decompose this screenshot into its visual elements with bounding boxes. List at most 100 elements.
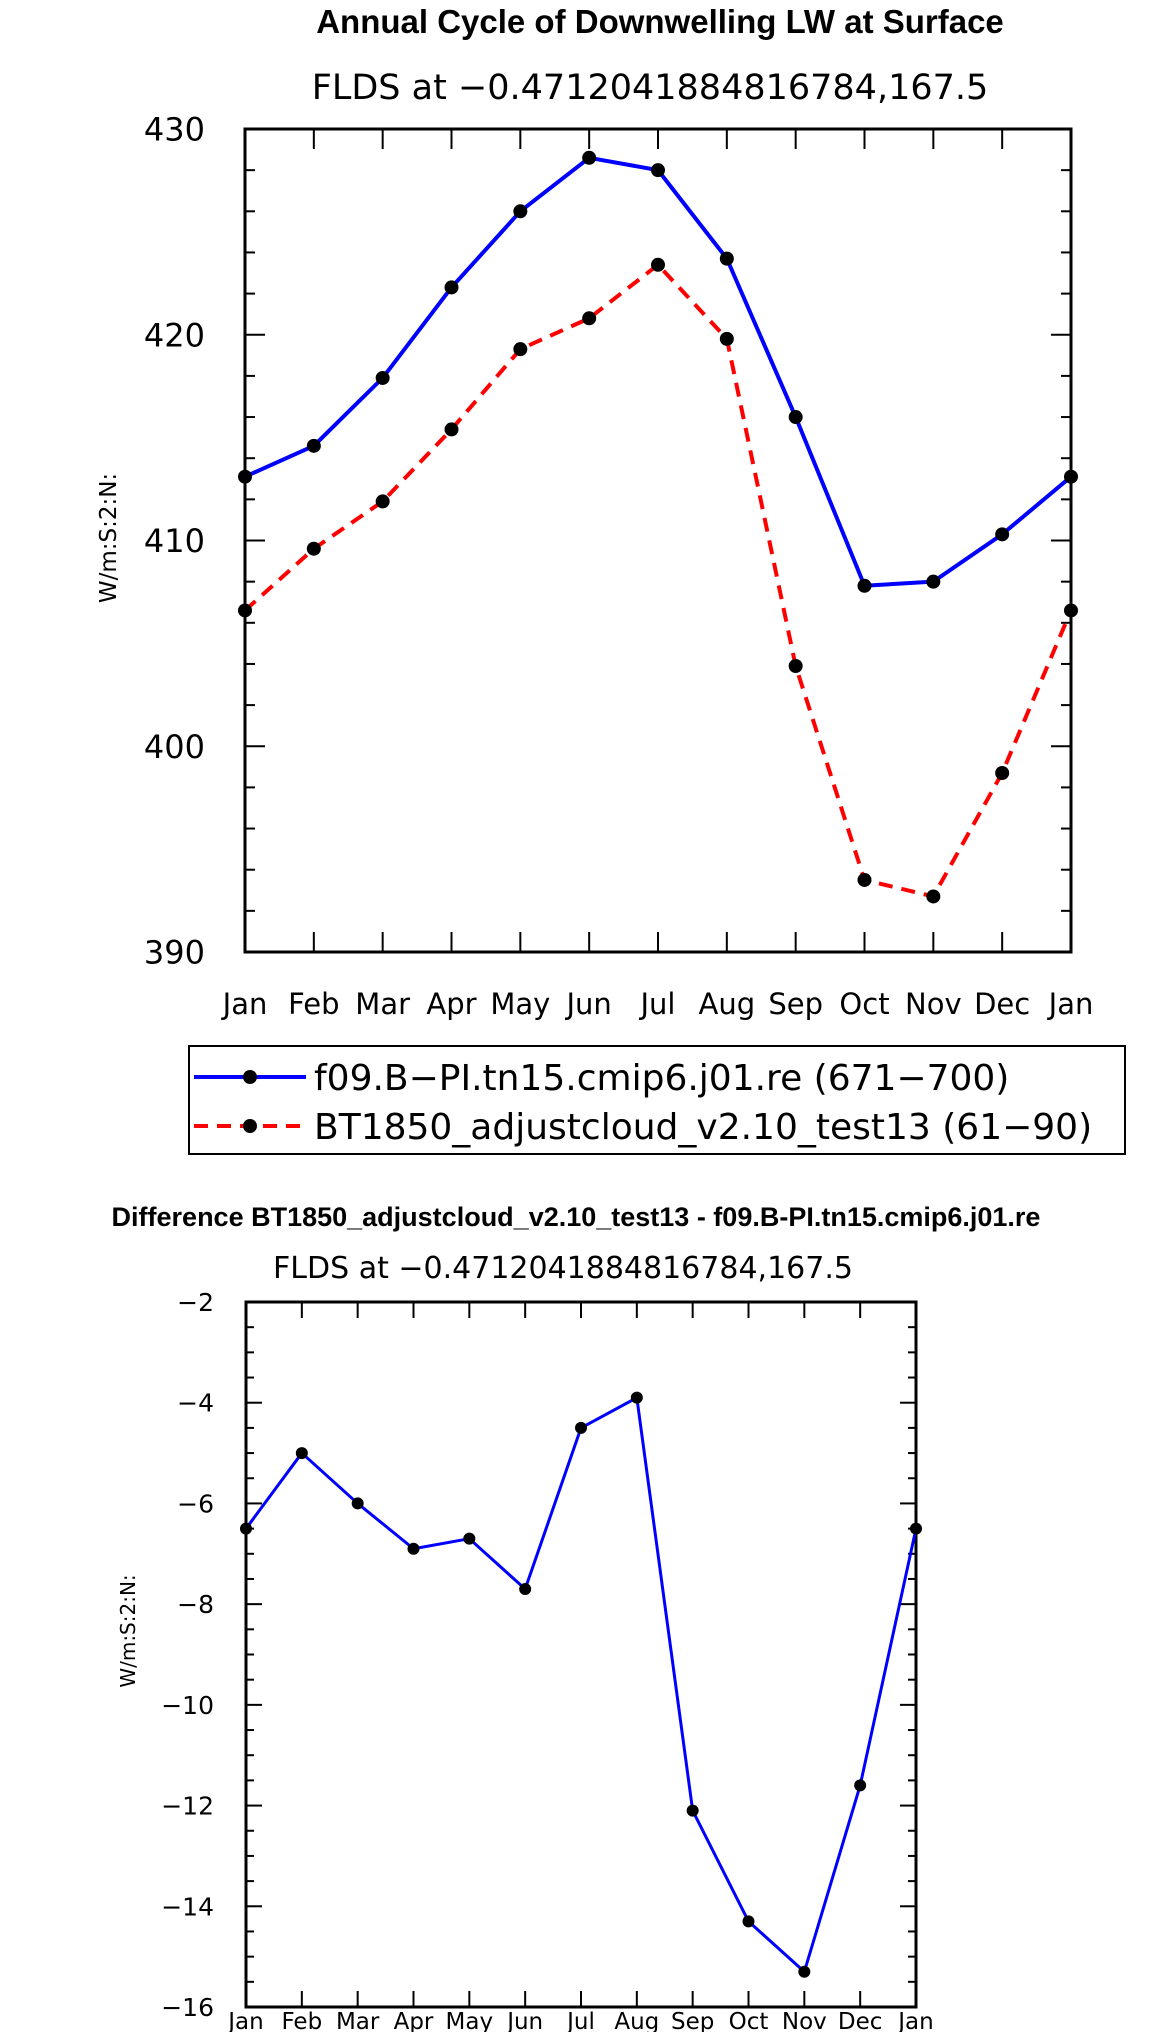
top-series-1-point bbox=[1064, 603, 1078, 618]
top-x-tick-label: Apr bbox=[426, 987, 476, 1021]
top-series-0-point bbox=[857, 578, 872, 593]
top-series-1-point bbox=[582, 311, 597, 326]
top-series-1-point bbox=[238, 603, 252, 618]
bottom-series-0-point bbox=[519, 1583, 532, 1596]
bottom-y-tick-label: −2 bbox=[177, 1288, 214, 1317]
legend-label-blue: f09.B−PI.tn15.cmip6.j01.re (671−700) bbox=[314, 1058, 1009, 1099]
bottom-series-0-point bbox=[630, 1391, 643, 1404]
bottom-series-0-point bbox=[686, 1804, 699, 1817]
bottom-chart-title: Difference BT1850_adjustcloud_v2.10_test… bbox=[112, 1202, 1041, 1232]
top-chart-x-tick-labels: Jan Feb Mar Apr May Jun Jul Aug Sep Oct Nov Dec Jan bbox=[221, 987, 1094, 1021]
bottom-series-0-point bbox=[240, 1522, 252, 1535]
bottom-x-tick-label: Dec bbox=[838, 2009, 883, 2032]
bottom-chart-y-tick-labels: −16 −14 −12 −10 −8 −6 −4 −2 bbox=[161, 1288, 214, 2022]
bottom-y-tick-label: −14 bbox=[161, 1892, 214, 1921]
bottom-y-tick-label: −16 bbox=[161, 1993, 214, 2022]
bottom-x-tick-label: Jun bbox=[505, 2009, 543, 2032]
top-series-line-0 bbox=[244, 155, 1073, 588]
bottom-x-tick-label: Oct bbox=[729, 2009, 769, 2032]
top-chart-y-tick-labels: 390 400 410 420 430 bbox=[144, 111, 205, 972]
top-chart: Annual Cycle of Downwelling LW at Surfac… bbox=[96, 3, 1093, 1021]
top-y-tick-label: 420 bbox=[144, 316, 205, 354]
legend-box bbox=[188, 1045, 1126, 1155]
top-x-tick-label: Nov bbox=[905, 987, 962, 1021]
top-series-0-point bbox=[926, 574, 941, 589]
top-x-tick-label: Jul bbox=[639, 987, 676, 1021]
bottom-y-tick-label: −8 bbox=[177, 1590, 214, 1619]
top-series-1-point bbox=[651, 257, 665, 272]
bottom-series-0-point bbox=[295, 1447, 308, 1460]
top-series-1-point bbox=[444, 422, 459, 437]
legend-marker-blue bbox=[243, 1070, 257, 1084]
top-y-tick-label: 400 bbox=[144, 728, 205, 766]
top-series-0-point bbox=[1064, 469, 1078, 484]
top-x-tick-label: Dec bbox=[974, 987, 1030, 1021]
bottom-series-line-0 bbox=[244, 1396, 918, 1974]
top-y-tick-label: 430 bbox=[144, 111, 205, 149]
bottom-series-0-point bbox=[742, 1915, 755, 1928]
bottom-series-0-point bbox=[575, 1421, 587, 1434]
bottom-x-tick-label: Mar bbox=[336, 2009, 380, 2032]
top-y-tick-label: 410 bbox=[144, 522, 205, 560]
bottom-chart: Difference BT1850_adjustcloud_v2.10_test… bbox=[112, 1202, 1041, 2035]
top-x-tick-label: Mar bbox=[355, 987, 410, 1021]
top-series-0-point bbox=[306, 438, 321, 453]
top-x-tick-label: Jan bbox=[1047, 987, 1094, 1021]
top-x-tick-label: Jun bbox=[565, 987, 612, 1021]
bottom-series-0-point bbox=[407, 1542, 420, 1555]
top-y-tick-label: 390 bbox=[144, 934, 205, 972]
bottom-x-tick-label: May bbox=[446, 2009, 494, 2032]
top-series-1-point bbox=[375, 494, 390, 509]
bottom-x-tick-label: Jan bbox=[896, 2009, 933, 2032]
top-x-tick-label: Oct bbox=[839, 987, 889, 1021]
top-x-tick-label: May bbox=[490, 987, 550, 1021]
top-series-0-point bbox=[651, 163, 665, 178]
top-series-0-point bbox=[582, 150, 597, 165]
top-series-0-point bbox=[375, 370, 390, 385]
top-series-1-point bbox=[788, 659, 803, 674]
bottom-x-tick-label: Jan bbox=[226, 2009, 263, 2032]
bottom-chart-axes bbox=[244, 1300, 918, 2009]
bottom-series-0-point bbox=[854, 1779, 867, 1792]
bottom-series-0-point bbox=[351, 1497, 364, 1510]
bottom-x-tick-label: Sep bbox=[671, 2009, 714, 2032]
bottom-x-tick-label: Jul bbox=[565, 2009, 595, 2032]
bottom-y-tick-label: −12 bbox=[161, 1792, 214, 1821]
top-series-1-point bbox=[926, 889, 941, 904]
bottom-chart-series bbox=[240, 1391, 922, 1978]
top-series-0-point bbox=[238, 469, 252, 484]
bottom-x-tick-label: Apr bbox=[394, 2009, 434, 2032]
bottom-y-tick-label: −10 bbox=[161, 1691, 214, 1720]
top-chart-axes bbox=[243, 127, 1073, 954]
top-series-1-point bbox=[306, 541, 321, 556]
bottom-chart-subtitle: FLDS at −0.4712041884816784,167.5 bbox=[273, 1251, 853, 1286]
top-series-1-point bbox=[995, 765, 1010, 780]
legend-label-red: BT1850_adjustcloud_v2.10_test13 (61−90) bbox=[314, 1107, 1092, 1148]
bottom-chart-y-axis-label: W/m:S:2:N: bbox=[116, 1574, 140, 1687]
top-series-0-point bbox=[719, 251, 734, 266]
top-chart-y-axis-label: W/m:S:2:N: bbox=[96, 473, 122, 603]
top-x-tick-label: Jan bbox=[221, 987, 268, 1021]
top-chart-title: Annual Cycle of Downwelling LW at Surfac… bbox=[316, 3, 1004, 40]
bottom-plot-frame bbox=[244, 1300, 918, 2009]
top-chart-series bbox=[238, 150, 1078, 904]
top-series-1-point bbox=[857, 872, 872, 887]
bottom-y-tick-label: −4 bbox=[177, 1389, 214, 1418]
bottom-x-tick-label: Nov bbox=[782, 2009, 827, 2032]
top-chart-subtitle: FLDS at −0.4712041884816784,167.5 bbox=[312, 68, 989, 108]
top-series-line-1 bbox=[243, 262, 1073, 899]
bottom-series-0-point bbox=[910, 1522, 922, 1535]
top-series-0-point bbox=[513, 204, 528, 219]
bottom-x-tick-label: Aug bbox=[614, 2009, 659, 2032]
top-series-0-point bbox=[788, 410, 803, 425]
top-series-1-point bbox=[513, 342, 528, 357]
bottom-series-0-point bbox=[463, 1532, 476, 1545]
legend: f09.B−PI.tn15.cmip6.j01.re (671−700) BT1… bbox=[188, 1045, 1126, 1155]
top-x-tick-label: Aug bbox=[699, 987, 756, 1021]
bottom-y-tick-label: −6 bbox=[177, 1489, 214, 1518]
top-series-1-point bbox=[719, 331, 734, 346]
legend-marker-red bbox=[243, 1119, 257, 1133]
bottom-x-tick-label: Feb bbox=[281, 2009, 322, 2032]
bottom-chart-x-tick-labels: Jan Feb Mar Apr May Jun Jul Aug Sep Oct Nov Dec Jan bbox=[226, 2009, 933, 2035]
